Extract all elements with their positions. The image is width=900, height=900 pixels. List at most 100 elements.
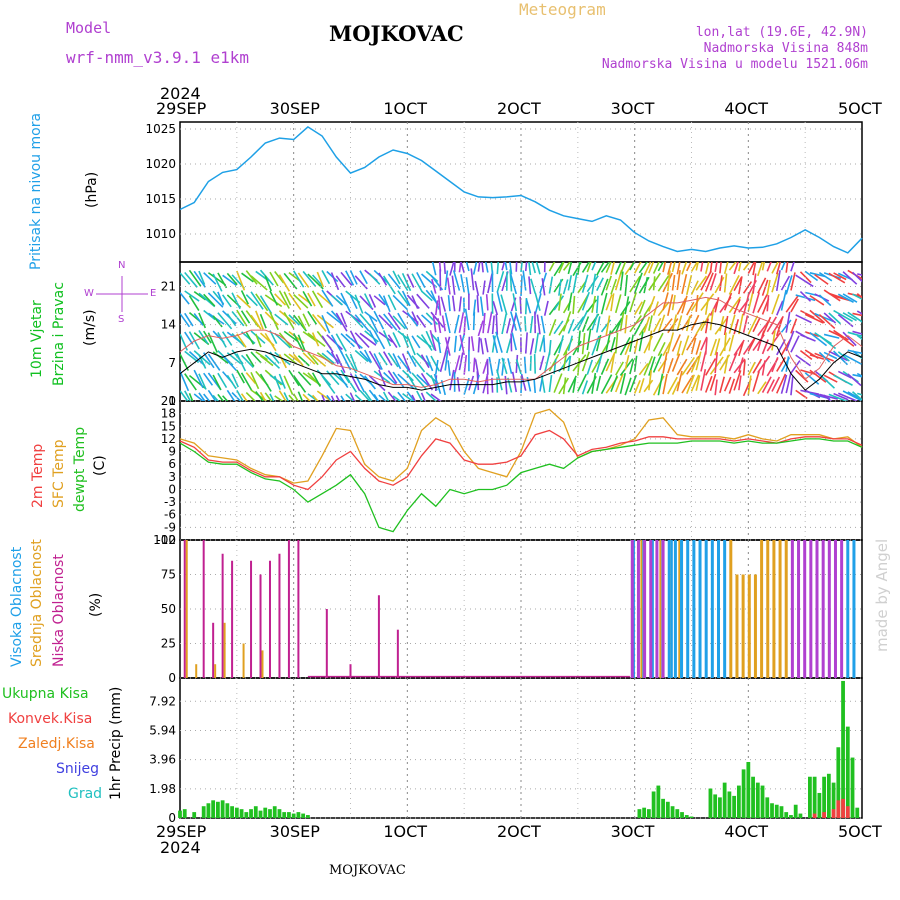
wind-barb <box>368 315 379 333</box>
wind-barb <box>766 279 771 296</box>
wind-barb <box>861 393 862 395</box>
wind-barb <box>553 262 564 277</box>
wind-barb <box>686 333 698 351</box>
compass-w: W <box>84 288 94 299</box>
wind-barb <box>752 262 757 276</box>
wind-barb <box>814 312 834 323</box>
wind-barb <box>771 356 779 373</box>
wind-barb <box>596 375 602 391</box>
precip-bar-total <box>741 769 746 818</box>
wind-barb <box>198 392 206 401</box>
wind-barb <box>259 269 274 286</box>
wind-barb <box>283 375 294 395</box>
wind-barb <box>747 361 756 376</box>
wind-barb <box>515 354 519 374</box>
wind-barb <box>614 262 622 275</box>
wind-barb <box>610 262 615 275</box>
wind-barb <box>548 339 552 356</box>
wind-barb <box>509 269 513 292</box>
precip-bar-total <box>661 798 665 818</box>
wind-barb <box>857 392 862 396</box>
time-tick-label: 29SEP <box>156 99 207 118</box>
wind-barb <box>392 270 401 285</box>
wind-barb <box>487 273 493 294</box>
wind-barb <box>307 310 318 325</box>
wind-barb <box>719 275 723 291</box>
wind-barb <box>804 372 820 385</box>
wind-barb <box>629 262 636 271</box>
wind-barb <box>437 336 442 354</box>
wind-barb <box>638 262 648 274</box>
wind-barb <box>501 357 508 375</box>
wind-barb <box>311 290 324 309</box>
wind-barb <box>349 330 361 350</box>
wind-barb-field <box>180 262 862 401</box>
wind-barb <box>425 312 439 326</box>
wind-barb <box>236 270 246 291</box>
wind-barb <box>528 262 532 276</box>
wind-barb <box>534 292 541 311</box>
wind-barb <box>259 373 272 392</box>
wind-barb <box>406 273 415 288</box>
wind-barb <box>496 262 500 275</box>
wind-barb <box>540 375 546 393</box>
precip-bar-convective <box>841 798 845 818</box>
precip-bar-total <box>272 806 277 818</box>
wind-barb <box>671 262 676 273</box>
wind-barb <box>330 351 339 365</box>
wind-barb <box>368 350 382 371</box>
wind-barb <box>477 320 484 337</box>
wind-barb <box>833 309 853 323</box>
wind-barb <box>600 358 610 375</box>
wind-barb <box>838 392 858 401</box>
wind-barb <box>212 394 220 401</box>
wind-barb <box>240 372 253 391</box>
wind-barb <box>269 311 279 331</box>
wind-barb <box>852 391 862 401</box>
wind-barb <box>465 262 470 272</box>
wind-barb <box>302 270 317 287</box>
wind-barb <box>795 314 812 324</box>
wind-barb <box>500 294 508 316</box>
precip-bar-total <box>746 762 751 818</box>
wind-barb <box>463 377 470 395</box>
wind-barb <box>321 270 331 285</box>
wind-barb <box>250 275 268 291</box>
wind-barb <box>809 331 828 347</box>
wind-barb <box>402 393 414 401</box>
wind-barb <box>553 295 565 311</box>
wind-barb <box>747 375 752 395</box>
wind-barb <box>207 353 221 371</box>
precip-bar-total <box>855 807 860 818</box>
wind-barb <box>804 313 824 324</box>
wind-barb <box>757 262 764 277</box>
wind-barb <box>207 292 224 308</box>
wind-barb <box>531 262 536 274</box>
wind-barb <box>349 353 358 371</box>
wind-barb <box>541 278 546 296</box>
y-tick-label-2: 3 <box>168 470 176 484</box>
wind-barb <box>250 371 260 390</box>
wind-barb <box>221 331 233 346</box>
wind-barb <box>728 378 736 394</box>
wind-barb <box>704 375 713 393</box>
wind-barb <box>742 360 746 376</box>
y-tick-label-2: 9 <box>168 445 176 459</box>
wind-barb <box>373 310 385 330</box>
wind-barb <box>581 291 590 311</box>
wind-barb <box>226 272 238 286</box>
wind-barb <box>700 270 712 291</box>
wind-barb <box>799 291 812 302</box>
wind-barb <box>311 313 327 332</box>
wind-barb <box>572 262 583 277</box>
wind-barb <box>704 297 710 315</box>
wind-barb <box>292 270 305 288</box>
wind-barb <box>522 270 527 291</box>
wind-barb <box>728 262 737 271</box>
wind-barb <box>596 262 605 276</box>
wind-barb <box>264 275 273 292</box>
wind-barb <box>382 330 392 347</box>
wind-barb <box>857 273 862 276</box>
wind-barb <box>595 295 599 314</box>
